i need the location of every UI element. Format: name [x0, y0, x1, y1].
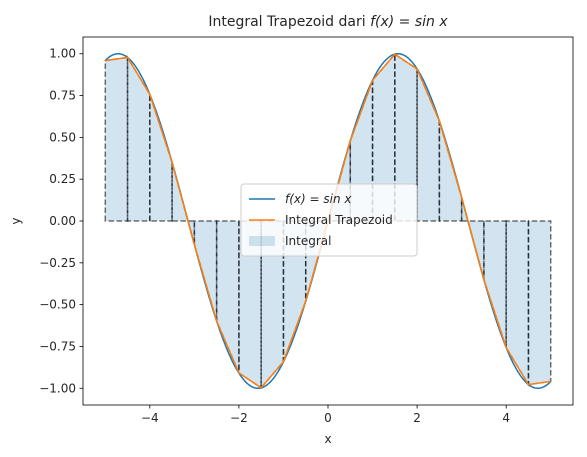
y-tick-label: 0.25 — [49, 172, 76, 186]
integral-trapezoid-4 — [194, 221, 217, 322]
integral-trapezoid-6 — [238, 221, 262, 388]
integral-trapezoid-15 — [439, 120, 462, 221]
integral-trapezoid-12 — [372, 54, 395, 221]
x-tick-label: −2 — [230, 411, 248, 425]
legend: f(x) = sin x Integral Trapezoid Integral — [240, 183, 418, 257]
y-axis-label: y — [9, 217, 23, 224]
integral-trapezoid-14 — [417, 68, 440, 221]
integral-trapezoid-2 — [149, 94, 173, 221]
trapezoid-outline-0 — [104, 56, 129, 222]
trapezoid-outline-1 — [126, 54, 151, 222]
chart-title-prefix: Integral Trapezoid dari — [208, 14, 370, 30]
x-tick-label: 2 — [413, 411, 421, 425]
chart-title: Integral Trapezoid dari f(x) = sin x — [208, 14, 448, 30]
x-tick-label: 4 — [502, 411, 510, 425]
chart-title-math: f(x) = sin x — [370, 14, 448, 30]
y-tick-label: 0.00 — [49, 214, 76, 228]
x-ticks: −4 −2 0 2 4 — [141, 405, 510, 425]
y-tick-label: 0.75 — [49, 89, 76, 103]
y-ticks: 1.00 0.75 0.50 0.25 0.00 −0.25 −0.50 −0.75 −1.00 — [39, 47, 83, 395]
integral-trapezoid-19 — [528, 221, 551, 385]
integral-trapezoid-7 — [261, 221, 284, 388]
integral-trapezoid-5 — [216, 221, 239, 374]
x-axis-label: x — [324, 432, 331, 446]
legend-label-sin-main: f(x) = sin — [285, 192, 344, 206]
integral-trapezoid-1 — [127, 57, 150, 221]
trapezoid-outline-2 — [149, 94, 173, 222]
legend-label-sin: f(x) = sin x — [285, 192, 352, 206]
y-tick-label: −0.75 — [39, 339, 76, 353]
y-tick-label: 0.50 — [49, 130, 76, 144]
x-tick-label: −4 — [141, 411, 159, 425]
integral-trapezoid-17 — [483, 221, 507, 348]
y-tick-label: −0.50 — [39, 298, 76, 312]
legend-box — [240, 183, 418, 257]
trapezoid-outline-4 — [193, 220, 218, 322]
y-tick-label: −1.00 — [39, 381, 76, 395]
y-tick-label: −0.25 — [39, 256, 76, 270]
integral-trapezoid-0 — [105, 57, 128, 221]
x-tick-label: 0 — [324, 411, 332, 425]
legend-label-trapezoid: Integral Trapezoid — [285, 213, 393, 227]
integral-trapezoid-18 — [506, 221, 529, 385]
y-tick-label: 1.00 — [49, 47, 76, 61]
legend-label-integral: Integral — [285, 234, 331, 248]
legend-label-sin-var: x — [343, 192, 352, 206]
integral-trapezoid-13 — [394, 54, 418, 221]
legend-swatch-integral — [249, 236, 275, 246]
